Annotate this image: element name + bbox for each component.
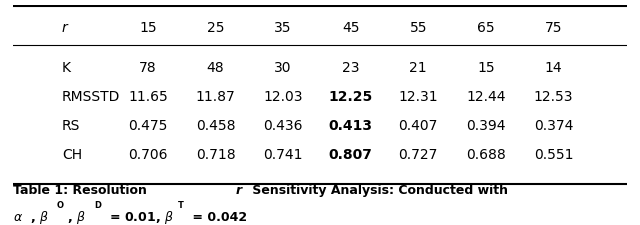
Text: Sensitivity Analysis: Conducted with: Sensitivity Analysis: Conducted with: [248, 184, 508, 197]
Text: , $\beta$: , $\beta$: [30, 209, 49, 225]
Text: 0.727: 0.727: [399, 148, 438, 162]
Text: 25: 25: [207, 21, 224, 35]
Text: RMSSTD: RMSSTD: [62, 90, 120, 104]
Text: 0.551: 0.551: [534, 148, 573, 162]
Text: 75: 75: [545, 21, 562, 35]
Text: 48: 48: [207, 61, 225, 75]
Text: D: D: [95, 201, 102, 210]
Text: , $\beta$: , $\beta$: [67, 209, 86, 225]
Text: 12.03: 12.03: [264, 90, 303, 104]
Text: K: K: [62, 61, 71, 75]
Text: 0.475: 0.475: [128, 119, 168, 133]
Text: 0.436: 0.436: [264, 119, 303, 133]
Text: 0.374: 0.374: [534, 119, 573, 133]
Text: T: T: [177, 201, 183, 210]
Text: 0.688: 0.688: [466, 148, 506, 162]
Text: r: r: [62, 21, 68, 35]
Text: 23: 23: [342, 61, 360, 75]
Text: 12.53: 12.53: [534, 90, 573, 104]
Text: Table 1: Resolution: Table 1: Resolution: [13, 184, 151, 197]
Text: 30: 30: [275, 61, 292, 75]
Text: 11.87: 11.87: [196, 90, 236, 104]
Text: 0.458: 0.458: [196, 119, 236, 133]
Text: 0.413: 0.413: [329, 119, 372, 133]
Text: 12.44: 12.44: [466, 90, 506, 104]
Text: 0.407: 0.407: [399, 119, 438, 133]
Text: r: r: [236, 184, 242, 197]
Text: 0.807: 0.807: [329, 148, 372, 162]
Text: $\alpha$: $\alpha$: [13, 211, 23, 224]
Text: 78: 78: [139, 61, 157, 75]
Text: 11.65: 11.65: [128, 90, 168, 104]
Text: = 0.042: = 0.042: [188, 211, 247, 224]
Text: 15: 15: [139, 21, 157, 35]
Text: 65: 65: [477, 21, 495, 35]
Text: 12.25: 12.25: [328, 90, 373, 104]
Text: 35: 35: [275, 21, 292, 35]
Text: = 0.01, $\beta$: = 0.01, $\beta$: [105, 209, 173, 225]
Text: 0.706: 0.706: [128, 148, 168, 162]
Text: O: O: [57, 201, 64, 210]
Text: 0.741: 0.741: [264, 148, 303, 162]
Text: RS: RS: [62, 119, 81, 133]
Text: 0.718: 0.718: [196, 148, 236, 162]
Text: 12.31: 12.31: [399, 90, 438, 104]
Text: 15: 15: [477, 61, 495, 75]
Text: 0.394: 0.394: [466, 119, 506, 133]
Text: 55: 55: [410, 21, 427, 35]
Text: 21: 21: [410, 61, 427, 75]
Text: CH: CH: [62, 148, 82, 162]
Text: 45: 45: [342, 21, 360, 35]
Text: 14: 14: [545, 61, 563, 75]
